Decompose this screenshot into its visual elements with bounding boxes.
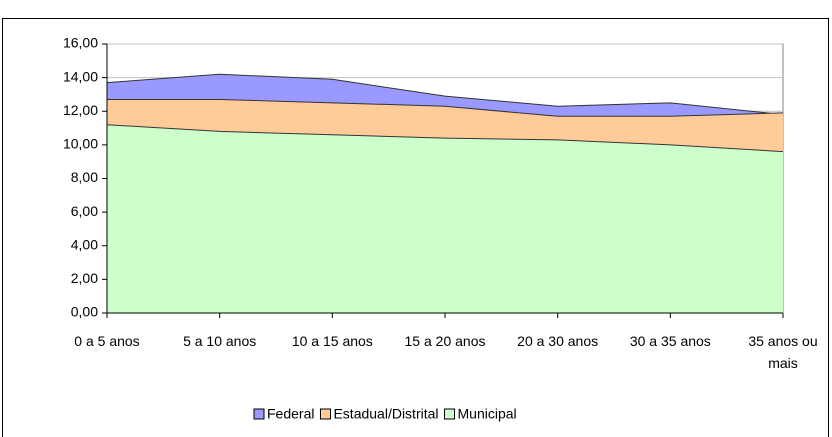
y-tick-label: 16,00 [63, 35, 98, 51]
legend-label: Federal [267, 406, 314, 422]
y-tick-label: 14,00 [63, 68, 98, 84]
y-tick-label: 12,00 [63, 102, 98, 118]
legend-swatch [319, 408, 331, 420]
y-tick-label: 6,00 [71, 203, 98, 219]
legend-swatch [253, 408, 265, 420]
chart-border [2, 18, 829, 437]
area-line [107, 98, 784, 117]
x-tick-label: 10 a 15 anos [291, 333, 373, 349]
x-tick-label: 0 a 5 anos [74, 333, 140, 349]
y-tick-label: 8,00 [71, 169, 98, 185]
x-tick-label: 30 a 35 anos [629, 333, 711, 349]
area-line [106, 73, 784, 116]
legend-label: Municipal [458, 406, 517, 422]
x-tick-label: 20 a 30 anos [517, 333, 599, 349]
y-tick-label: 0,00 [71, 304, 98, 320]
x-tick-label: 35 anos ou mais [748, 333, 818, 371]
y-tick-label: 2,00 [71, 270, 98, 286]
legend-label: Estadual/Distrital [333, 406, 438, 422]
legend-swatch [444, 408, 456, 420]
area-line [106, 124, 784, 153]
x-tick-label: 5 a 10 anos [183, 333, 257, 349]
area [107, 124, 783, 313]
x-tick-label: 15 a 20 anos [404, 333, 486, 349]
y-tick-label: 10,00 [63, 136, 98, 152]
y-tick-label: 4,00 [71, 236, 98, 252]
